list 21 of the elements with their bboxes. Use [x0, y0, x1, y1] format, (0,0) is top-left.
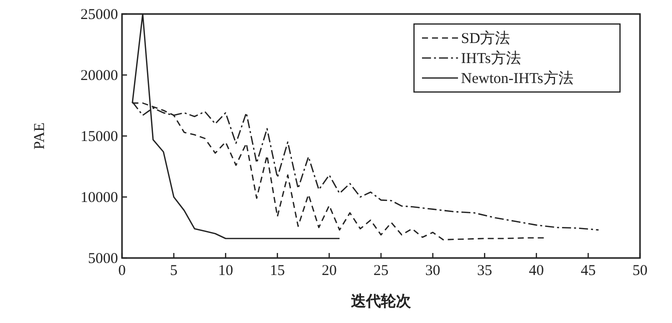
- x-tick-label: 15: [270, 263, 285, 279]
- legend-label: IHTs方法: [461, 50, 521, 67]
- y-tick-label: 15000: [80, 129, 118, 145]
- x-axis-title: 迭代轮次: [350, 293, 412, 310]
- x-tick-label: 5: [170, 263, 178, 279]
- x-tick-label: 50: [632, 263, 648, 279]
- legend-label: SD方法: [461, 30, 510, 47]
- x-tick-label: 30: [425, 263, 440, 279]
- y-axis-title: PAE: [32, 122, 48, 150]
- y-tick-label: 5000: [88, 251, 118, 267]
- x-tick-label: 40: [528, 263, 544, 279]
- y-tick-label: 10000: [80, 190, 118, 206]
- x-tick-label: 35: [477, 263, 492, 279]
- x-tick-label: 0: [118, 263, 126, 279]
- y-tick-label: 25000: [80, 7, 118, 23]
- legend-label: Newton-IHTs方法: [461, 70, 574, 87]
- x-tick-label: 10: [218, 263, 234, 279]
- x-tick-label: 45: [580, 263, 596, 279]
- y-tick-label: 20000: [80, 68, 118, 84]
- x-tick-label: 20: [322, 263, 337, 279]
- x-tick-label: 25: [374, 263, 388, 279]
